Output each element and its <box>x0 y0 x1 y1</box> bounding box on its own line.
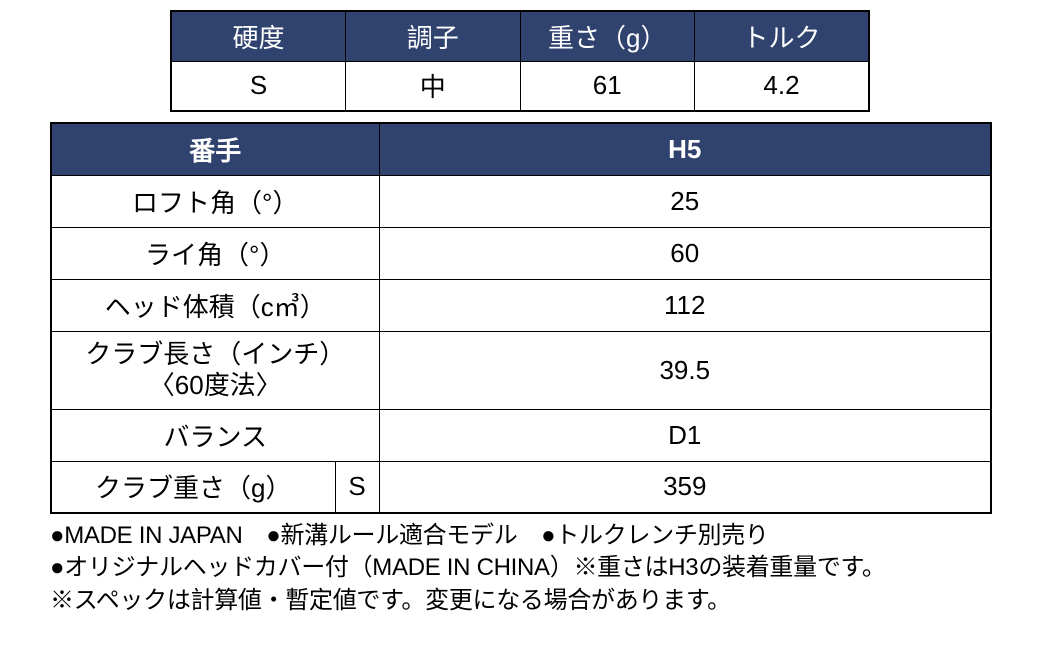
col-torque: トルク <box>695 11 870 61</box>
row-length-label-line2: 〈60度法〉 <box>149 370 282 400</box>
val-kickpoint: 中 <box>346 61 521 111</box>
col-hardness: 硬度 <box>171 11 346 61</box>
note-line-1: ●MADE IN JAPAN ●新溝ルール適合モデル ●トルクレンチ別売り <box>50 520 990 552</box>
row-lie-value: 60 <box>379 227 991 279</box>
row-balance-value: D1 <box>379 409 991 461</box>
val-weight: 61 <box>520 61 695 111</box>
row-length-value: 39.5 <box>379 331 991 409</box>
header-value: H5 <box>379 123 991 175</box>
row-headvol-label: ヘッド体積（c㎥） <box>51 279 379 331</box>
row-clubweight-sub: S <box>335 461 379 513</box>
row-loft-value: 25 <box>379 175 991 227</box>
note-line-3: ※スペックは計算値・暫定値です。変更になる場合があります。 <box>50 585 990 617</box>
row-balance-label: バランス <box>51 409 379 461</box>
row-lie-label: ライ角（°） <box>51 227 379 279</box>
val-torque: 4.2 <box>695 61 870 111</box>
col-weight: 重さ（g） <box>520 11 695 61</box>
row-headvol-value: 112 <box>379 279 991 331</box>
row-length-label: クラブ長さ（インチ） 〈60度法〉 <box>51 331 379 409</box>
col-kickpoint: 調子 <box>346 11 521 61</box>
row-clubweight-label: クラブ重さ（g） <box>51 461 335 513</box>
row-clubweight-value: 359 <box>379 461 991 513</box>
header-label: 番手 <box>51 123 379 175</box>
notes-block: ●MADE IN JAPAN ●新溝ルール適合モデル ●トルクレンチ別売り ●オ… <box>50 520 990 617</box>
row-loft-label: ロフト角（°） <box>51 175 379 227</box>
club-spec-table: 番手 H5 ロフト角（°） 25 ライ角（°） 60 ヘッド体積（c㎥） 112… <box>50 122 992 514</box>
val-hardness: S <box>171 61 346 111</box>
row-length-label-line1: クラブ長さ（インチ） <box>85 339 345 369</box>
shaft-spec-table: 硬度 調子 重さ（g） トルク S 中 61 4.2 <box>170 10 870 112</box>
note-line-2: ●オリジナルヘッドカバー付（MADE IN CHINA）※重さはH3の装着重量で… <box>50 552 990 584</box>
